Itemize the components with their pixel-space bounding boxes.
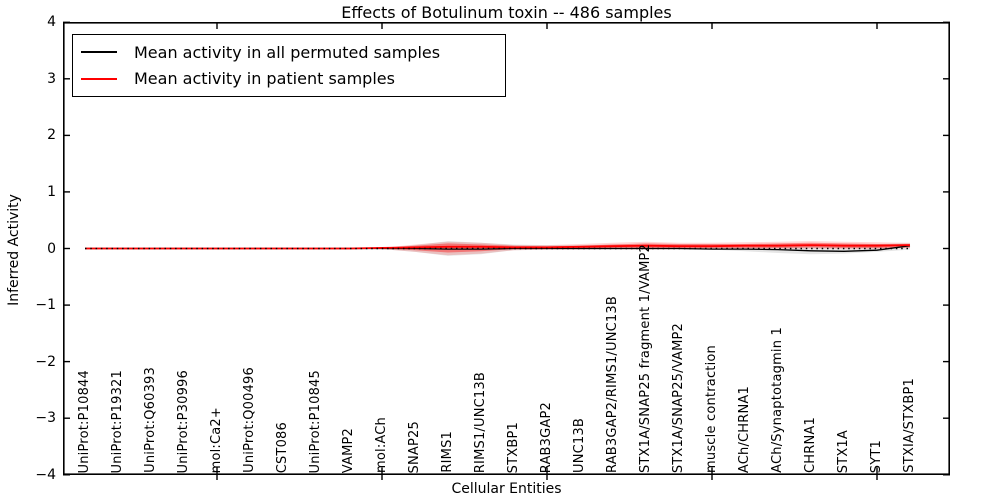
category-label: SNAP25 xyxy=(407,420,422,473)
category-label: UniProt:P30996 xyxy=(176,369,191,473)
plot-border xyxy=(62,21,951,475)
category-label: RAB3GAP2 xyxy=(539,401,554,473)
category-label: mol:Ca2+ xyxy=(209,406,224,473)
patient-mean-line xyxy=(85,244,911,250)
category-label: CHRNA1 xyxy=(803,417,818,473)
category-label: UniProt:P10844 xyxy=(77,369,92,473)
category-label: SYT1 xyxy=(869,439,884,473)
y-tick-label: 0 xyxy=(47,240,56,257)
category-label: UNC13B xyxy=(572,418,587,473)
category-label: mol:ACh xyxy=(374,417,389,473)
y-tick-label: −3 xyxy=(35,410,56,427)
legend: Mean activity in all permuted samples Me… xyxy=(72,34,506,97)
category-label: VAMP2 xyxy=(341,427,356,473)
y-tick-label: 2 xyxy=(47,127,56,144)
category-label: UniProt:P19321 xyxy=(110,369,125,473)
y-tick-label: 3 xyxy=(47,70,56,87)
category-label: ACh/Synaptotagmin 1 xyxy=(770,327,785,473)
legend-label: Mean activity in all permuted samples xyxy=(134,42,441,62)
category-label: muscle contraction xyxy=(704,345,719,473)
y-tick-label: −1 xyxy=(35,297,56,314)
category-label: STXBP1 xyxy=(506,421,521,473)
category-label: CST086 xyxy=(275,421,290,473)
x-axis-label: Cellular Entities xyxy=(451,481,562,497)
category-label: ACh/CHRNA1 xyxy=(737,385,752,473)
category-label: RAB3GAP2/RIMS1/UNC13B xyxy=(605,295,620,473)
legend-item-patient: Mean activity in patient samples xyxy=(73,69,505,88)
legend-item-permuted: Mean activity in all permuted samples xyxy=(73,43,505,62)
y-tick-label: 4 xyxy=(47,14,56,31)
legend-line-sample-red xyxy=(81,77,117,80)
legend-line-sample-black xyxy=(81,51,117,54)
category-label: UniProt:Q00496 xyxy=(242,367,257,473)
category-label: RIMS1/UNC13B xyxy=(473,371,488,473)
legend-label: Mean activity in patient samples xyxy=(134,69,395,89)
category-label: STX1A/SNAP25/VAMP2 xyxy=(671,322,686,473)
category-label: STX1A/SNAP25 fragment 1/VAMP2 xyxy=(638,243,653,473)
y-tick-label: 1 xyxy=(47,183,56,200)
category-label: STX1A xyxy=(836,429,851,473)
y-tick-label: −2 xyxy=(35,353,56,370)
category-label: UniProt:Q60393 xyxy=(143,367,158,473)
category-label: UniProt:P10845 xyxy=(308,369,323,473)
category-label: STXIA/STXBP1 xyxy=(902,378,917,473)
category-label: RIMS1 xyxy=(440,431,455,473)
chart-title: Effects of Botulinum toxin -- 486 sample… xyxy=(341,3,672,22)
y-tick-label: −4 xyxy=(35,466,56,483)
